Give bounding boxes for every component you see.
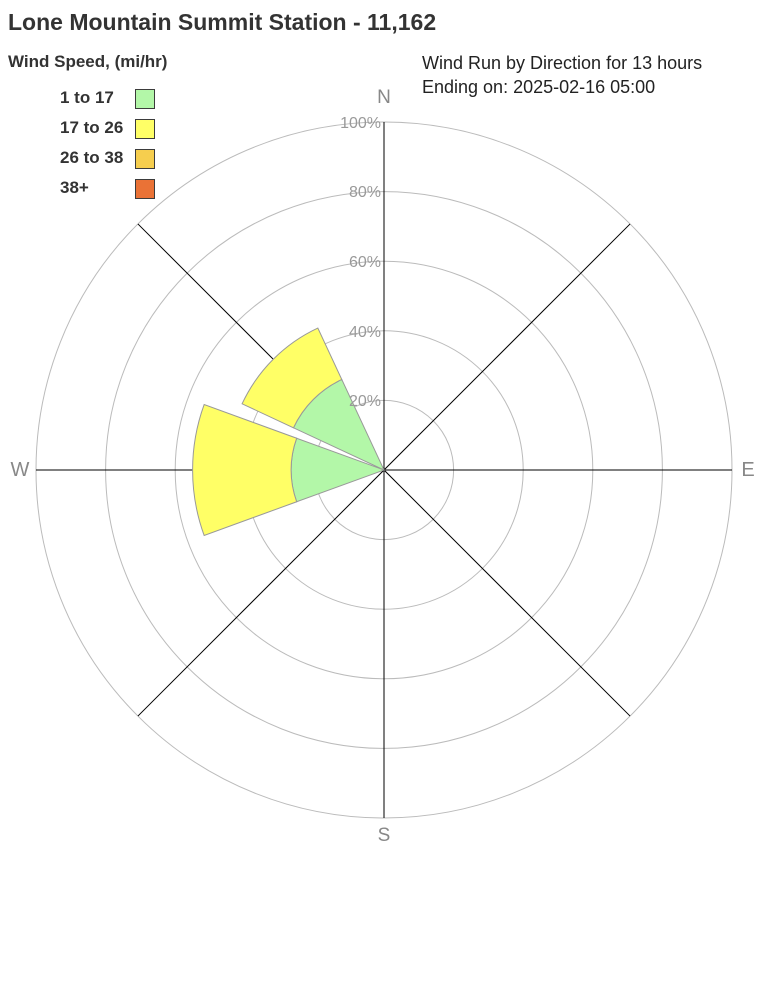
svg-text:20%: 20% [349, 393, 381, 410]
svg-text:W: W [11, 459, 30, 481]
svg-text:S: S [378, 825, 391, 846]
svg-text:80%: 80% [349, 184, 381, 201]
svg-text:100%: 100% [340, 115, 381, 132]
svg-text:N: N [377, 87, 391, 108]
svg-text:40%: 40% [349, 324, 381, 341]
svg-text:E: E [741, 459, 754, 481]
svg-text:60%: 60% [349, 254, 381, 271]
